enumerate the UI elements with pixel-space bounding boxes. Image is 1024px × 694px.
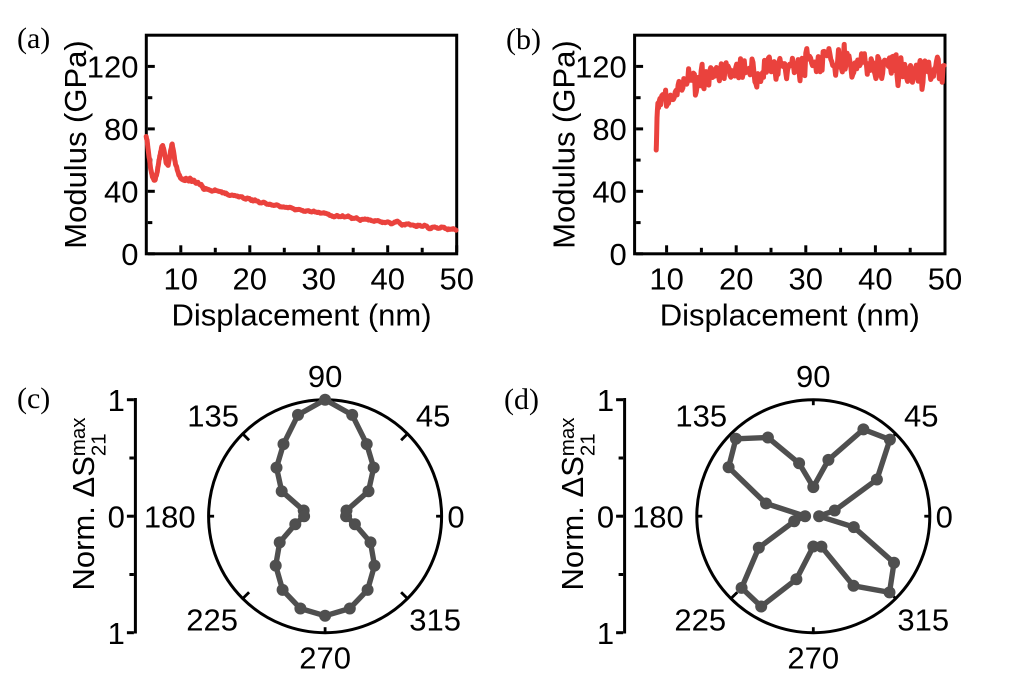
svg-text:0: 0 <box>108 500 125 535</box>
svg-text:50: 50 <box>439 262 473 297</box>
svg-text:1: 1 <box>597 383 614 418</box>
svg-text:80: 80 <box>104 112 138 147</box>
svg-text:135: 135 <box>187 399 239 434</box>
svg-text:20: 20 <box>719 262 753 297</box>
svg-text:0: 0 <box>610 237 627 272</box>
svg-text:40: 40 <box>104 175 138 210</box>
svg-text:(d): (d) <box>504 383 539 416</box>
svg-text:225: 225 <box>674 603 726 638</box>
svg-text:0: 0 <box>936 500 953 535</box>
svg-text:30: 30 <box>301 262 335 297</box>
svg-text:Modulus (GPa): Modulus (GPa) <box>547 40 582 248</box>
svg-text:0: 0 <box>597 500 614 535</box>
svg-text:270: 270 <box>299 641 351 676</box>
svg-text:20: 20 <box>233 262 267 297</box>
svg-text:Displacement (nm): Displacement (nm) <box>171 298 431 333</box>
svg-text:315: 315 <box>409 603 461 638</box>
svg-text:180: 180 <box>632 500 684 535</box>
svg-text:30: 30 <box>789 262 823 297</box>
svg-text:90: 90 <box>308 359 342 394</box>
svg-text:1: 1 <box>108 383 125 418</box>
svg-text:45: 45 <box>416 399 450 434</box>
svg-text:(b): (b) <box>506 23 541 56</box>
svg-text:40: 40 <box>858 262 892 297</box>
svg-text:135: 135 <box>675 399 727 434</box>
svg-text:80: 80 <box>592 112 626 147</box>
svg-text:1: 1 <box>597 616 614 651</box>
svg-text:180: 180 <box>144 500 196 535</box>
svg-text:270: 270 <box>787 641 839 676</box>
svg-text:40: 40 <box>592 175 626 210</box>
svg-text:120: 120 <box>87 50 139 85</box>
svg-text:225: 225 <box>186 603 238 638</box>
svg-text:(a): (a) <box>17 22 50 55</box>
svg-text:90: 90 <box>796 359 830 394</box>
svg-text:0: 0 <box>447 500 464 535</box>
svg-text:315: 315 <box>897 603 949 638</box>
svg-text:Modulus (GPa): Modulus (GPa) <box>58 40 93 248</box>
svg-text:(c): (c) <box>17 382 50 415</box>
svg-text:120: 120 <box>575 50 627 85</box>
svg-text:10: 10 <box>164 262 198 297</box>
svg-text:Displacement (nm): Displacement (nm) <box>660 298 920 333</box>
svg-text:1: 1 <box>108 616 125 651</box>
svg-text:45: 45 <box>904 399 938 434</box>
svg-text:10: 10 <box>649 262 683 297</box>
svg-text:50: 50 <box>928 262 962 297</box>
svg-text:0: 0 <box>121 237 138 272</box>
svg-text:40: 40 <box>370 262 404 297</box>
